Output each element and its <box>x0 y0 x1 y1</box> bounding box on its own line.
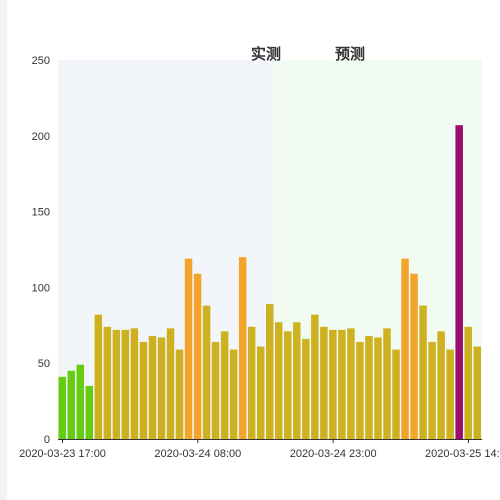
bar[interactable] <box>374 337 382 439</box>
band-label-1: 实测 <box>251 45 281 63</box>
bar[interactable] <box>275 322 283 439</box>
bar[interactable] <box>166 328 175 439</box>
bar[interactable] <box>175 349 184 439</box>
bar[interactable] <box>284 331 292 439</box>
x-tick-label: 2020-03-23 17:00 <box>19 448 106 460</box>
bar[interactable] <box>392 349 400 439</box>
bar[interactable] <box>193 273 202 439</box>
bar[interactable] <box>311 314 319 439</box>
y-axis: 0 50 100 150 200 250 <box>32 55 50 446</box>
bar[interactable] <box>329 329 337 439</box>
bar[interactable] <box>121 329 130 439</box>
bar[interactable] <box>338 329 346 439</box>
bar[interactable] <box>184 258 193 439</box>
bar[interactable] <box>94 314 103 439</box>
bar[interactable] <box>320 326 328 439</box>
bar[interactable] <box>302 338 310 439</box>
bar[interactable] <box>419 305 427 439</box>
band-label-2: 预测 <box>335 45 365 63</box>
bar[interactable] <box>455 125 463 440</box>
y-tick-label: 250 <box>32 55 50 67</box>
bar[interactable] <box>247 326 256 439</box>
bar[interactable] <box>383 328 391 439</box>
y-tick-label: 0 <box>44 434 50 446</box>
bar[interactable] <box>428 341 436 439</box>
bar[interactable] <box>473 346 481 439</box>
bar[interactable] <box>148 335 157 439</box>
x-tick-label: 2020-03-24 23:00 <box>290 448 377 460</box>
bar[interactable] <box>85 385 94 439</box>
band-1 <box>58 60 275 439</box>
bar[interactable] <box>347 328 355 439</box>
band-labels: 实测 预测 <box>251 45 365 63</box>
bar[interactable] <box>356 341 364 439</box>
bar[interactable] <box>220 331 229 439</box>
bar[interactable] <box>103 326 112 439</box>
bar[interactable] <box>401 258 409 439</box>
x-axis: 2020-03-23 17:00 2020-03-24 08:00 2020-03-… <box>19 439 500 460</box>
y-tick-label: 200 <box>32 131 50 143</box>
bar[interactable] <box>365 335 373 439</box>
y-tick-label: 100 <box>32 282 50 294</box>
y-tick-label: 150 <box>32 207 50 219</box>
bar[interactable] <box>437 331 445 439</box>
bar[interactable] <box>229 349 238 439</box>
x-tick-label: 2020-03-24 08:00 <box>154 448 241 460</box>
bar[interactable] <box>446 349 454 439</box>
bars <box>58 125 481 440</box>
bar[interactable] <box>58 376 66 439</box>
bar[interactable] <box>238 257 247 439</box>
bar[interactable] <box>157 337 166 439</box>
bar[interactable] <box>410 273 418 439</box>
bar[interactable] <box>211 341 220 439</box>
x-tick-label: 2020-03-25 14:00 <box>425 448 500 460</box>
bar[interactable] <box>265 304 274 439</box>
bar[interactable] <box>112 329 121 439</box>
bar[interactable] <box>67 370 76 439</box>
bar[interactable] <box>139 341 148 439</box>
bar[interactable] <box>130 328 139 439</box>
bar[interactable] <box>202 305 211 439</box>
bar[interactable] <box>76 364 85 439</box>
y-tick-label: 50 <box>38 358 50 370</box>
bar[interactable] <box>256 346 265 439</box>
bar[interactable] <box>293 322 301 439</box>
bar[interactable] <box>464 326 472 439</box>
